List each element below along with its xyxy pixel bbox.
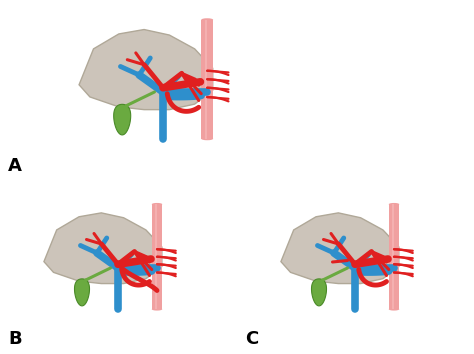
Bar: [155, 204, 157, 309]
Ellipse shape: [201, 137, 213, 140]
Ellipse shape: [389, 308, 399, 310]
Bar: [205, 20, 207, 139]
Ellipse shape: [152, 308, 162, 310]
Polygon shape: [74, 279, 90, 306]
Text: C: C: [245, 330, 258, 348]
Bar: [152, 204, 162, 309]
Polygon shape: [281, 213, 399, 284]
Ellipse shape: [389, 203, 399, 206]
Ellipse shape: [152, 203, 162, 206]
Bar: [392, 204, 394, 309]
Bar: [201, 20, 213, 139]
Polygon shape: [79, 29, 213, 110]
Polygon shape: [44, 213, 162, 284]
Text: B: B: [8, 330, 22, 348]
Bar: [389, 204, 399, 309]
Polygon shape: [311, 279, 327, 306]
Polygon shape: [114, 104, 131, 135]
Text: A: A: [8, 157, 22, 175]
Ellipse shape: [201, 18, 213, 21]
